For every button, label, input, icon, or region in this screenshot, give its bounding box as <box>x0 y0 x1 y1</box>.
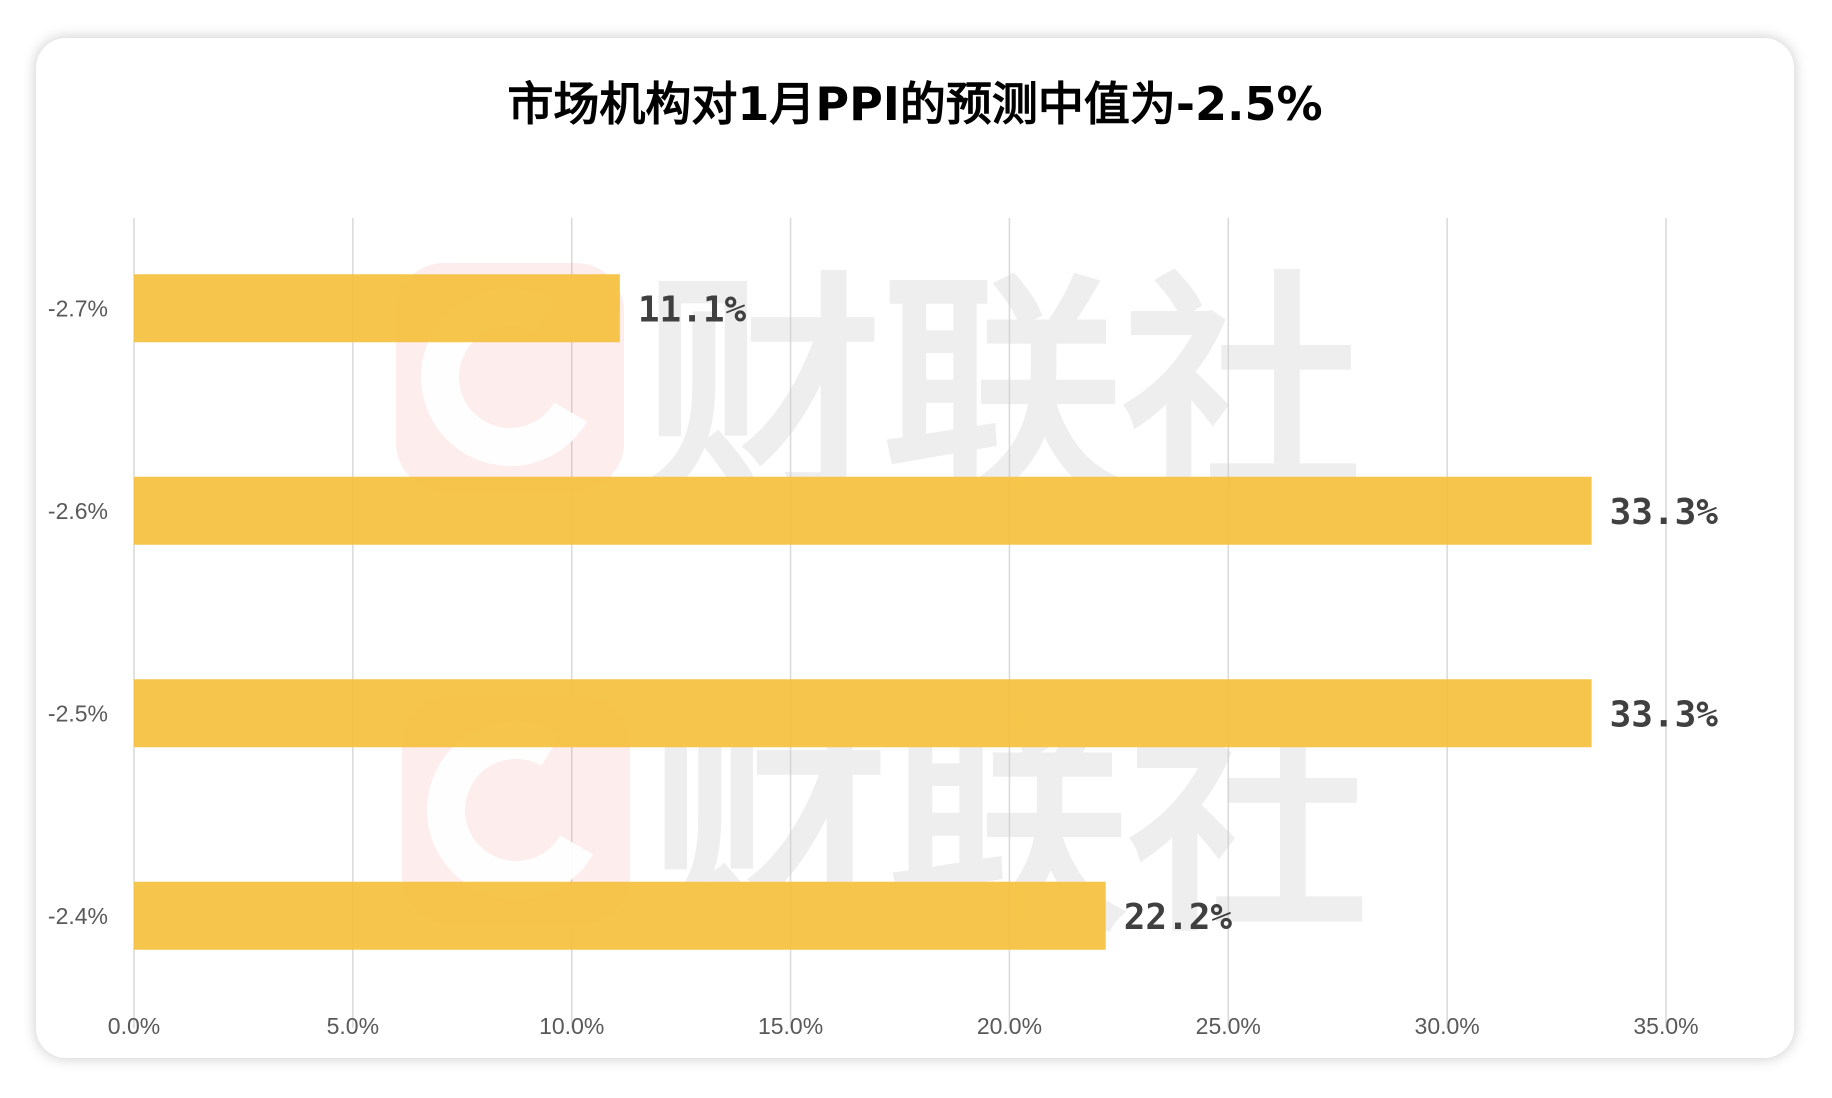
bar <box>134 476 1592 545</box>
data-label: 33.3% <box>1610 694 1719 735</box>
y-tick-label: -2.6% <box>48 498 108 524</box>
data-label: 33.3% <box>1610 492 1719 533</box>
gridlines <box>133 218 1667 1028</box>
chart-title: 市场机构对1月PPI的预测中值为-2.5% <box>507 77 1322 131</box>
x-tick-label: 25.0% <box>1196 1013 1261 1039</box>
y-tick-label: -2.5% <box>48 700 108 726</box>
y-axis-labels: -2.7% -2.6% -2.5% -2.4% <box>48 295 108 929</box>
x-tick-label: 10.0% <box>539 1013 604 1039</box>
x-tick-label: 5.0% <box>327 1013 379 1039</box>
y-tick-label: -2.4% <box>48 903 108 929</box>
bar <box>134 881 1106 950</box>
x-tick-label: 15.0% <box>758 1013 823 1039</box>
x-tick-label: 0.0% <box>108 1013 160 1039</box>
y-tick-label: -2.7% <box>48 295 108 321</box>
bar <box>134 274 620 343</box>
x-tick-label: 35.0% <box>1633 1013 1698 1039</box>
data-label: 11.1% <box>638 289 747 330</box>
data-label: 22.2% <box>1124 897 1233 938</box>
chart-card: 市场机构对1月PPI的预测中值为-2.5% 财联社 财联社 -2.7% -2.6% -… <box>36 38 1794 1058</box>
bars <box>134 274 1592 950</box>
x-tick-label: 20.0% <box>977 1013 1042 1039</box>
bar <box>134 679 1592 748</box>
x-tick-label: 30.0% <box>1415 1013 1480 1039</box>
x-axis-ticks: 0.0% 5.0% 10.0% 15.0% 20.0% 25.0% 30.0% 35.0% <box>108 1013 1699 1039</box>
data-labels: 11.1% 33.3% 33.3% 22.2% <box>638 289 1718 938</box>
watermark-logo <box>402 696 630 924</box>
